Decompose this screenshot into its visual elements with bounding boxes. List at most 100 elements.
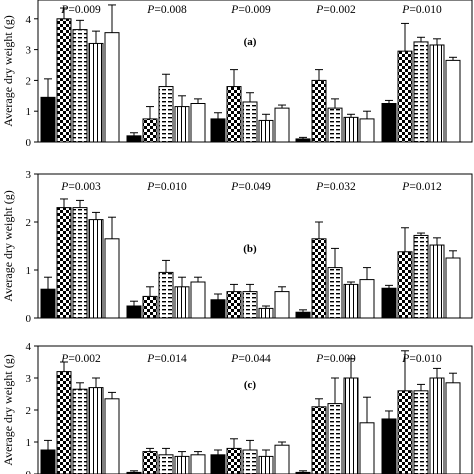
bar [397,50,413,143]
bar [343,283,359,319]
bar [104,32,120,143]
bar [397,251,413,319]
bar [40,288,56,319]
bar [174,286,190,319]
bar [104,398,120,474]
bar [174,455,190,474]
bar [274,444,290,474]
bar [40,96,56,143]
bar [295,138,311,143]
bar [445,257,461,319]
p-value-label: P=0.049 [230,181,271,193]
bar [158,271,174,319]
bar [274,291,290,319]
bar [210,118,226,143]
p-value-label: P=0.009 [315,353,356,365]
bar [429,244,445,319]
y-axis-label: Average dry weight (g) [1,15,15,126]
bar [104,238,120,319]
y-tick-label: 1 [26,437,32,449]
p-value-label: P=0.012 [401,181,442,193]
bar [359,279,375,319]
p-value-label: P=0.003 [60,181,101,193]
bar [88,219,104,319]
p-value-label: P=0.009 [230,4,271,16]
bar [190,454,206,474]
p-value-label: P=0.010 [401,353,442,365]
bar [327,107,343,143]
bar [242,449,258,474]
bar [311,238,327,319]
y-tick-label: 1 [26,106,32,118]
bar [158,454,174,474]
p-value-label: P=0.044 [230,353,271,365]
p-value-label: P=0.008 [146,4,187,16]
bar [311,79,327,143]
p-value-label: P=0.014 [146,353,187,365]
bar [158,86,174,143]
y-tick-label: 2 [26,405,32,417]
bar [72,29,88,143]
y-tick-label: 2 [26,217,32,229]
bar [72,388,88,474]
y-tick-label: 4 [26,14,32,26]
bar [56,371,72,474]
bar [242,101,258,143]
y-tick-label: 4 [26,341,32,353]
bar [327,403,343,474]
bar [274,107,290,143]
y-tick-label: 0 [26,313,32,325]
bar [56,18,72,143]
bar [56,207,72,319]
bar [126,305,142,319]
bar [413,390,429,474]
bar [359,422,375,474]
y-tick-label: 0 [26,137,32,149]
bar [190,281,206,319]
bar [242,291,258,319]
y-tick-label: 1 [26,265,32,277]
panel-label: (c) [244,379,257,391]
bar [343,377,359,474]
bar [359,118,375,143]
bar [327,267,343,319]
y-tick-label: 3 [26,169,32,181]
bar [142,295,158,319]
bar [226,291,242,319]
panel-label: (a) [244,36,257,48]
bar [445,382,461,474]
y-axis-label: Average dry weight (g) [1,190,15,301]
bar [397,390,413,474]
bar [381,103,397,143]
bar [142,451,158,474]
bar [40,449,56,474]
bar [295,311,311,319]
bar [88,42,104,143]
bar [413,41,429,143]
bar [226,86,242,143]
bar [381,418,397,474]
y-tick-label: 0 [26,469,32,474]
p-value-label: P=0.032 [315,181,356,193]
bar [445,59,461,143]
p-value-label: P=0.009 [60,4,101,16]
bar [311,406,327,474]
bar [258,119,274,143]
bar [381,287,397,319]
p-value-label: P=0.002 [315,4,356,16]
p-value-label: P=0.002 [60,353,101,365]
bar [413,234,429,319]
y-tick-label: 3 [26,45,32,57]
bar [429,377,445,474]
bar [142,118,158,143]
p-value-label: P=0.010 [146,181,187,193]
panel-label: (b) [243,243,257,255]
y-axis-label: Average dry weight (g) [1,354,15,465]
bar [72,207,88,319]
bar [343,116,359,143]
bar [174,106,190,143]
bar [258,307,274,319]
p-value-label: P=0.010 [401,4,442,16]
bar [88,387,104,474]
